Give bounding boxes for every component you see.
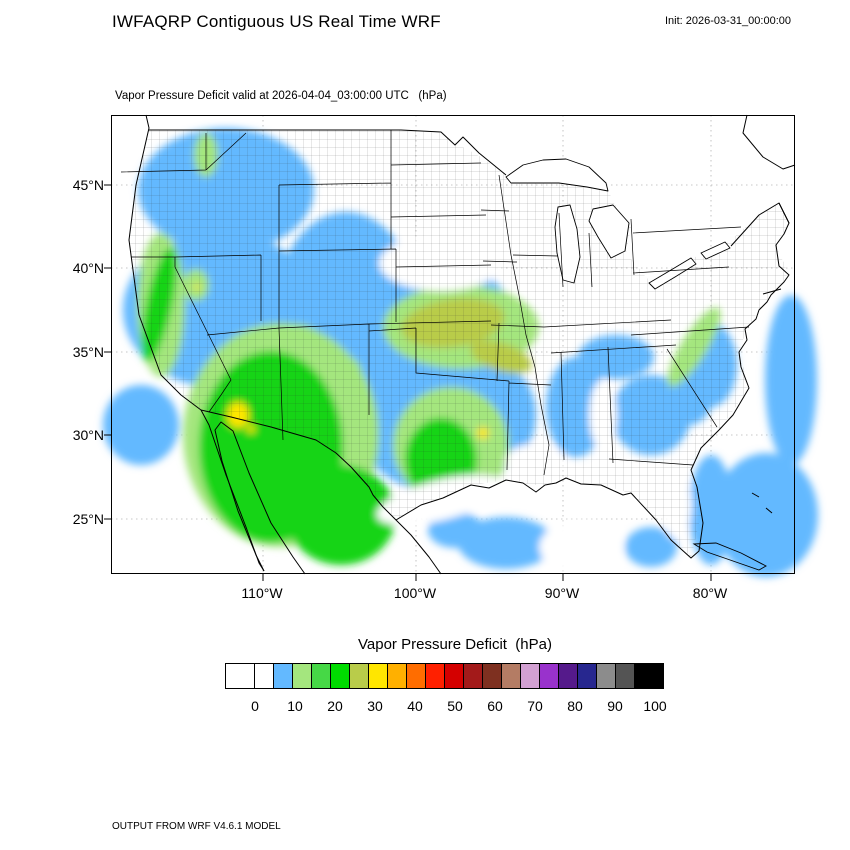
colorbar-tick-label: 100 [643, 698, 667, 714]
colorbar-swatch [349, 663, 369, 689]
page-title: IWFAQRP Contiguous US Real Time WRF [112, 12, 441, 31]
lat-label: 45°N [72, 177, 104, 193]
lake-erie [648, 257, 697, 290]
colorbar-tick-label: 60 [487, 698, 503, 714]
colorbar-swatch [482, 663, 502, 689]
colorbar-swatch [577, 663, 597, 689]
lat-label: 25°N [72, 511, 104, 527]
colorbar [225, 663, 664, 689]
colorbar-swatch [463, 663, 483, 689]
great-lakes [505, 158, 731, 290]
lake-huron [588, 204, 630, 259]
colorbar-swatch [596, 663, 616, 689]
colorbar-swatch [558, 663, 578, 689]
init-timestamp: Init: 2026-03-31_00:00:00 [665, 15, 791, 27]
colorbar-tick-label: 50 [447, 698, 463, 714]
colorbar-tick-label: 20 [327, 698, 343, 714]
colorbar-tick-label: 70 [527, 698, 543, 714]
state-borders [120, 130, 750, 476]
colorbar-swatch [292, 663, 312, 689]
colorbar-swatch [634, 663, 664, 689]
colorbar-tick-label: 0 [251, 698, 259, 714]
lake-michigan [554, 204, 581, 284]
colorbar-title: Vapor Pressure Deficit (hPa) [358, 636, 552, 653]
colorbar-swatch [425, 663, 445, 689]
colorbar-tick-label: 40 [407, 698, 423, 714]
national-borders [149, 129, 790, 521]
colorbar-swatch [501, 663, 521, 689]
colorbar-swatch [225, 663, 255, 689]
map-subtitle: Vapor Pressure Deficit valid at 2026-04-… [115, 90, 447, 102]
lat-label: 40°N [72, 260, 104, 276]
colorbar-swatch [368, 663, 388, 689]
colorbar-tick-label: 10 [287, 698, 303, 714]
colorbar-tick-label: 80 [567, 698, 583, 714]
colorbar-swatch [444, 663, 464, 689]
footer-line1: OUTPUT FROM WRF V4.6.1 MODEL [112, 821, 281, 832]
colorbar-swatch [406, 663, 426, 689]
lat-label: 35°N [72, 344, 104, 360]
footer: OUTPUT FROM WRF V4.6.1 MODEL WE = 580 ; … [112, 797, 505, 850]
lon-label: 100°W [393, 585, 437, 601]
colorbar-swatch [520, 663, 540, 689]
map-frame [103, 114, 818, 581]
coastlines [128, 114, 796, 575]
us-vpd-map [103, 114, 818, 581]
map-border [111, 115, 795, 574]
colorbar-swatch [330, 663, 350, 689]
colorbar-swatch [254, 663, 274, 689]
lat-label: 30°N [72, 427, 104, 443]
colorbar-swatch [387, 663, 407, 689]
lake-superior [505, 158, 609, 192]
lon-label: 90°W [544, 585, 580, 601]
colorbar-swatch [311, 663, 331, 689]
colorbar-swatch [539, 663, 559, 689]
lake-ontario [700, 241, 731, 260]
axis-ticks [104, 184, 712, 581]
lon-label: 110°W [241, 585, 283, 601]
colorbar-tick-label: 30 [367, 698, 383, 714]
colorbar-tick-label: 90 [607, 698, 623, 714]
cuba-outline [692, 542, 767, 571]
colorbar-swatch [615, 663, 635, 689]
lon-label: 80°W [692, 585, 728, 601]
colorbar-swatch [273, 663, 293, 689]
